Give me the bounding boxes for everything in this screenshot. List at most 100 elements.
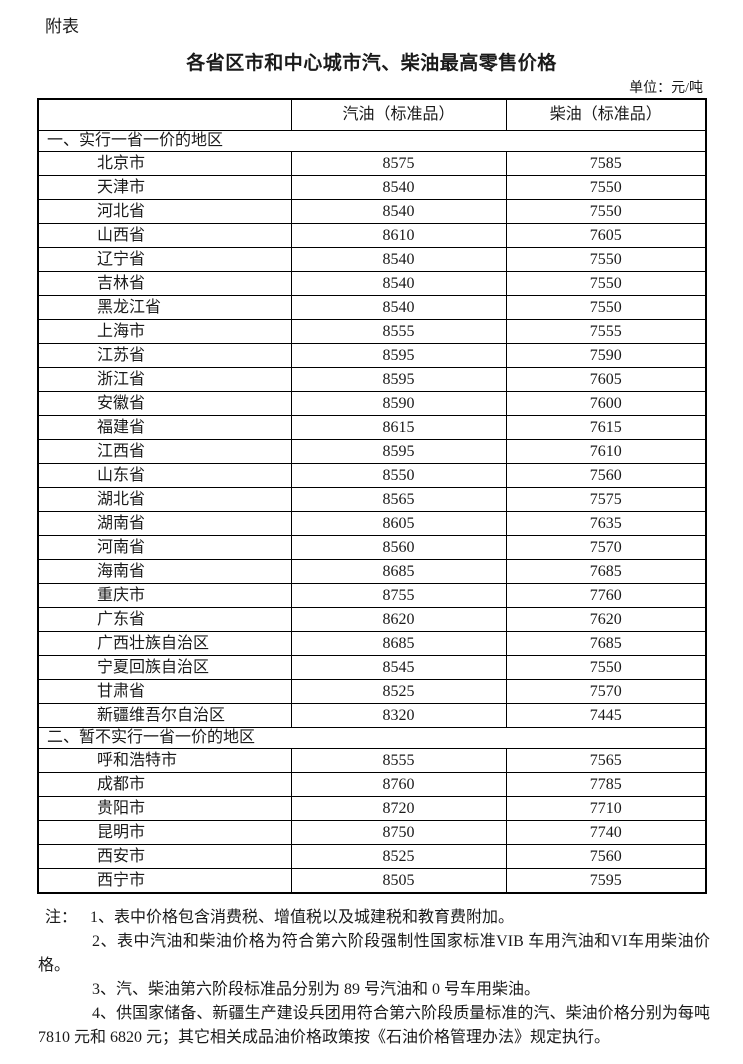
gasoline-price: 8565 — [290, 487, 507, 512]
gasoline-price: 8550 — [290, 463, 507, 488]
region-name: 上海市 — [37, 319, 292, 344]
region-name: 吉林省 — [37, 271, 292, 296]
gasoline-price: 8590 — [290, 391, 507, 416]
gasoline-price: 8750 — [290, 820, 507, 845]
diesel-price: 7685 — [505, 631, 707, 656]
diesel-price: 7550 — [505, 295, 707, 320]
table-row: 贵阳市 8720 7710 — [37, 796, 707, 821]
region-name: 福建省 — [37, 415, 292, 440]
region-name: 浙江省 — [37, 367, 292, 392]
table-row: 江苏省 8595 7590 — [37, 343, 707, 368]
gasoline-price: 8560 — [290, 535, 507, 560]
diesel-price: 7570 — [505, 679, 707, 704]
region-name: 江西省 — [37, 439, 292, 464]
gasoline-price: 8575 — [290, 151, 507, 176]
gasoline-price: 8595 — [290, 343, 507, 368]
note-item: 3、汽、柴油第六阶段标准品分别为 89 号汽油和 0 号车用柴油。 — [92, 981, 541, 998]
table-row: 江西省 8595 7610 — [37, 439, 707, 464]
table-row: 福建省 8615 7615 — [37, 415, 707, 440]
table-row: 天津市 8540 7550 — [37, 175, 707, 200]
region-name: 西宁市 — [37, 868, 292, 894]
gasoline-price: 8540 — [290, 271, 507, 296]
note-item: 2、表中汽油和柴油价格为符合第六阶段强制性国家标准VIB 车用汽油和VI车用柴油… — [38, 933, 710, 974]
diesel-price: 7635 — [505, 511, 707, 536]
region-name: 江苏省 — [37, 343, 292, 368]
gasoline-price: 8720 — [290, 796, 507, 821]
page-title: 各省区市和中心城市汽、柴油最高零售价格 — [186, 53, 557, 74]
diesel-price: 7550 — [505, 271, 707, 296]
column-header-region — [37, 98, 292, 131]
gasoline-price: 8595 — [290, 439, 507, 464]
table-row: 海南省 8685 7685 — [37, 559, 707, 584]
diesel-price: 7570 — [505, 535, 707, 560]
diesel-price: 7600 — [505, 391, 707, 416]
table-row: 湖南省 8605 7635 — [37, 511, 707, 536]
table-row: 西宁市 8505 7595 — [37, 868, 707, 894]
region-name: 重庆市 — [37, 583, 292, 608]
table-row: 甘肃省 8525 7570 — [37, 679, 707, 704]
table-row: 重庆市 8755 7760 — [37, 583, 707, 608]
table-row: 西安市 8525 7560 — [37, 844, 707, 869]
gasoline-price: 8505 — [290, 868, 507, 894]
diesel-price: 7610 — [505, 439, 707, 464]
diesel-price: 7585 — [505, 151, 707, 176]
table-row: 浙江省 8595 7605 — [37, 367, 707, 392]
gasoline-price: 8605 — [290, 511, 507, 536]
table-row: 广西壮族自治区 8685 7685 — [37, 631, 707, 656]
diesel-price: 7740 — [505, 820, 707, 845]
notes: 注： 1、表中价格包含消费税、增值税以及城建税和教育费附加。 2、表中汽油和柴油价格… — [38, 906, 710, 1050]
region-name: 北京市 — [37, 151, 292, 176]
region-name: 山东省 — [37, 463, 292, 488]
gasoline-price: 8615 — [290, 415, 507, 440]
region-name: 安徽省 — [37, 391, 292, 416]
region-name: 辽宁省 — [37, 247, 292, 272]
region-name: 湖南省 — [37, 511, 292, 536]
column-header-gasoline: 汽油（标准品） — [290, 98, 507, 131]
diesel-price: 7615 — [505, 415, 707, 440]
note-item: 4、供国家储备、新疆生产建设兵团用符合第六阶段质量标准的汽、柴油价格分别为每吨7… — [38, 1005, 710, 1046]
gasoline-price: 8540 — [290, 175, 507, 200]
gasoline-price: 8320 — [290, 703, 507, 728]
diesel-price: 7590 — [505, 343, 707, 368]
diesel-price: 7560 — [505, 463, 707, 488]
diesel-price: 7785 — [505, 772, 707, 797]
region-name: 湖北省 — [37, 487, 292, 512]
gasoline-price: 8555 — [290, 319, 507, 344]
table-row: 北京市 8575 7585 — [37, 151, 707, 176]
region-name: 广西壮族自治区 — [37, 631, 292, 656]
diesel-price: 7710 — [505, 796, 707, 821]
table-row: 呼和浩特市 8555 7565 — [37, 748, 707, 773]
table-row: 新疆维吾尔自治区 8320 7445 — [37, 703, 707, 728]
price-table: 汽油（标准品） 柴油（标准品） 一、实行一省一价的地区 北京市 8575 7585 天津… — [37, 98, 707, 894]
gasoline-price: 8760 — [290, 772, 507, 797]
region-name: 河北省 — [37, 199, 292, 224]
table-row: 山东省 8550 7560 — [37, 463, 707, 488]
gasoline-price: 8540 — [290, 199, 507, 224]
gasoline-price: 8595 — [290, 367, 507, 392]
gasoline-price: 8755 — [290, 583, 507, 608]
table-row: 辽宁省 8540 7550 — [37, 247, 707, 272]
note-item: 注： 1、表中价格包含消费税、增值税以及城建税和教育费附加。 — [38, 906, 710, 930]
region-name: 昆明市 — [37, 820, 292, 845]
diesel-price: 7620 — [505, 607, 707, 632]
table-row: 山西省 8610 7605 — [37, 223, 707, 248]
section-header-row: 二、暂不实行一省一价的地区 — [37, 727, 707, 749]
table-row: 黑龙江省 8540 7550 — [37, 295, 707, 320]
region-name: 山西省 — [37, 223, 292, 248]
diesel-price: 7550 — [505, 655, 707, 680]
column-header-diesel: 柴油（标准品） — [505, 98, 707, 131]
gasoline-price: 8525 — [290, 844, 507, 869]
region-name: 宁夏回族自治区 — [37, 655, 292, 680]
notes-label: 注： — [45, 909, 78, 926]
table-row: 河南省 8560 7570 — [37, 535, 707, 560]
table-row: 湖北省 8565 7575 — [37, 487, 707, 512]
note-text: 1、表中价格包含消费税、增值税以及城建税和教育费附加。 — [90, 909, 515, 926]
diesel-price: 7605 — [505, 223, 707, 248]
table-row: 吉林省 8540 7550 — [37, 271, 707, 296]
table-row: 成都市 8760 7785 — [37, 772, 707, 797]
region-name: 贵阳市 — [37, 796, 292, 821]
gasoline-price: 8610 — [290, 223, 507, 248]
appendix-label: 附表 — [45, 17, 79, 36]
gasoline-price: 8540 — [290, 247, 507, 272]
